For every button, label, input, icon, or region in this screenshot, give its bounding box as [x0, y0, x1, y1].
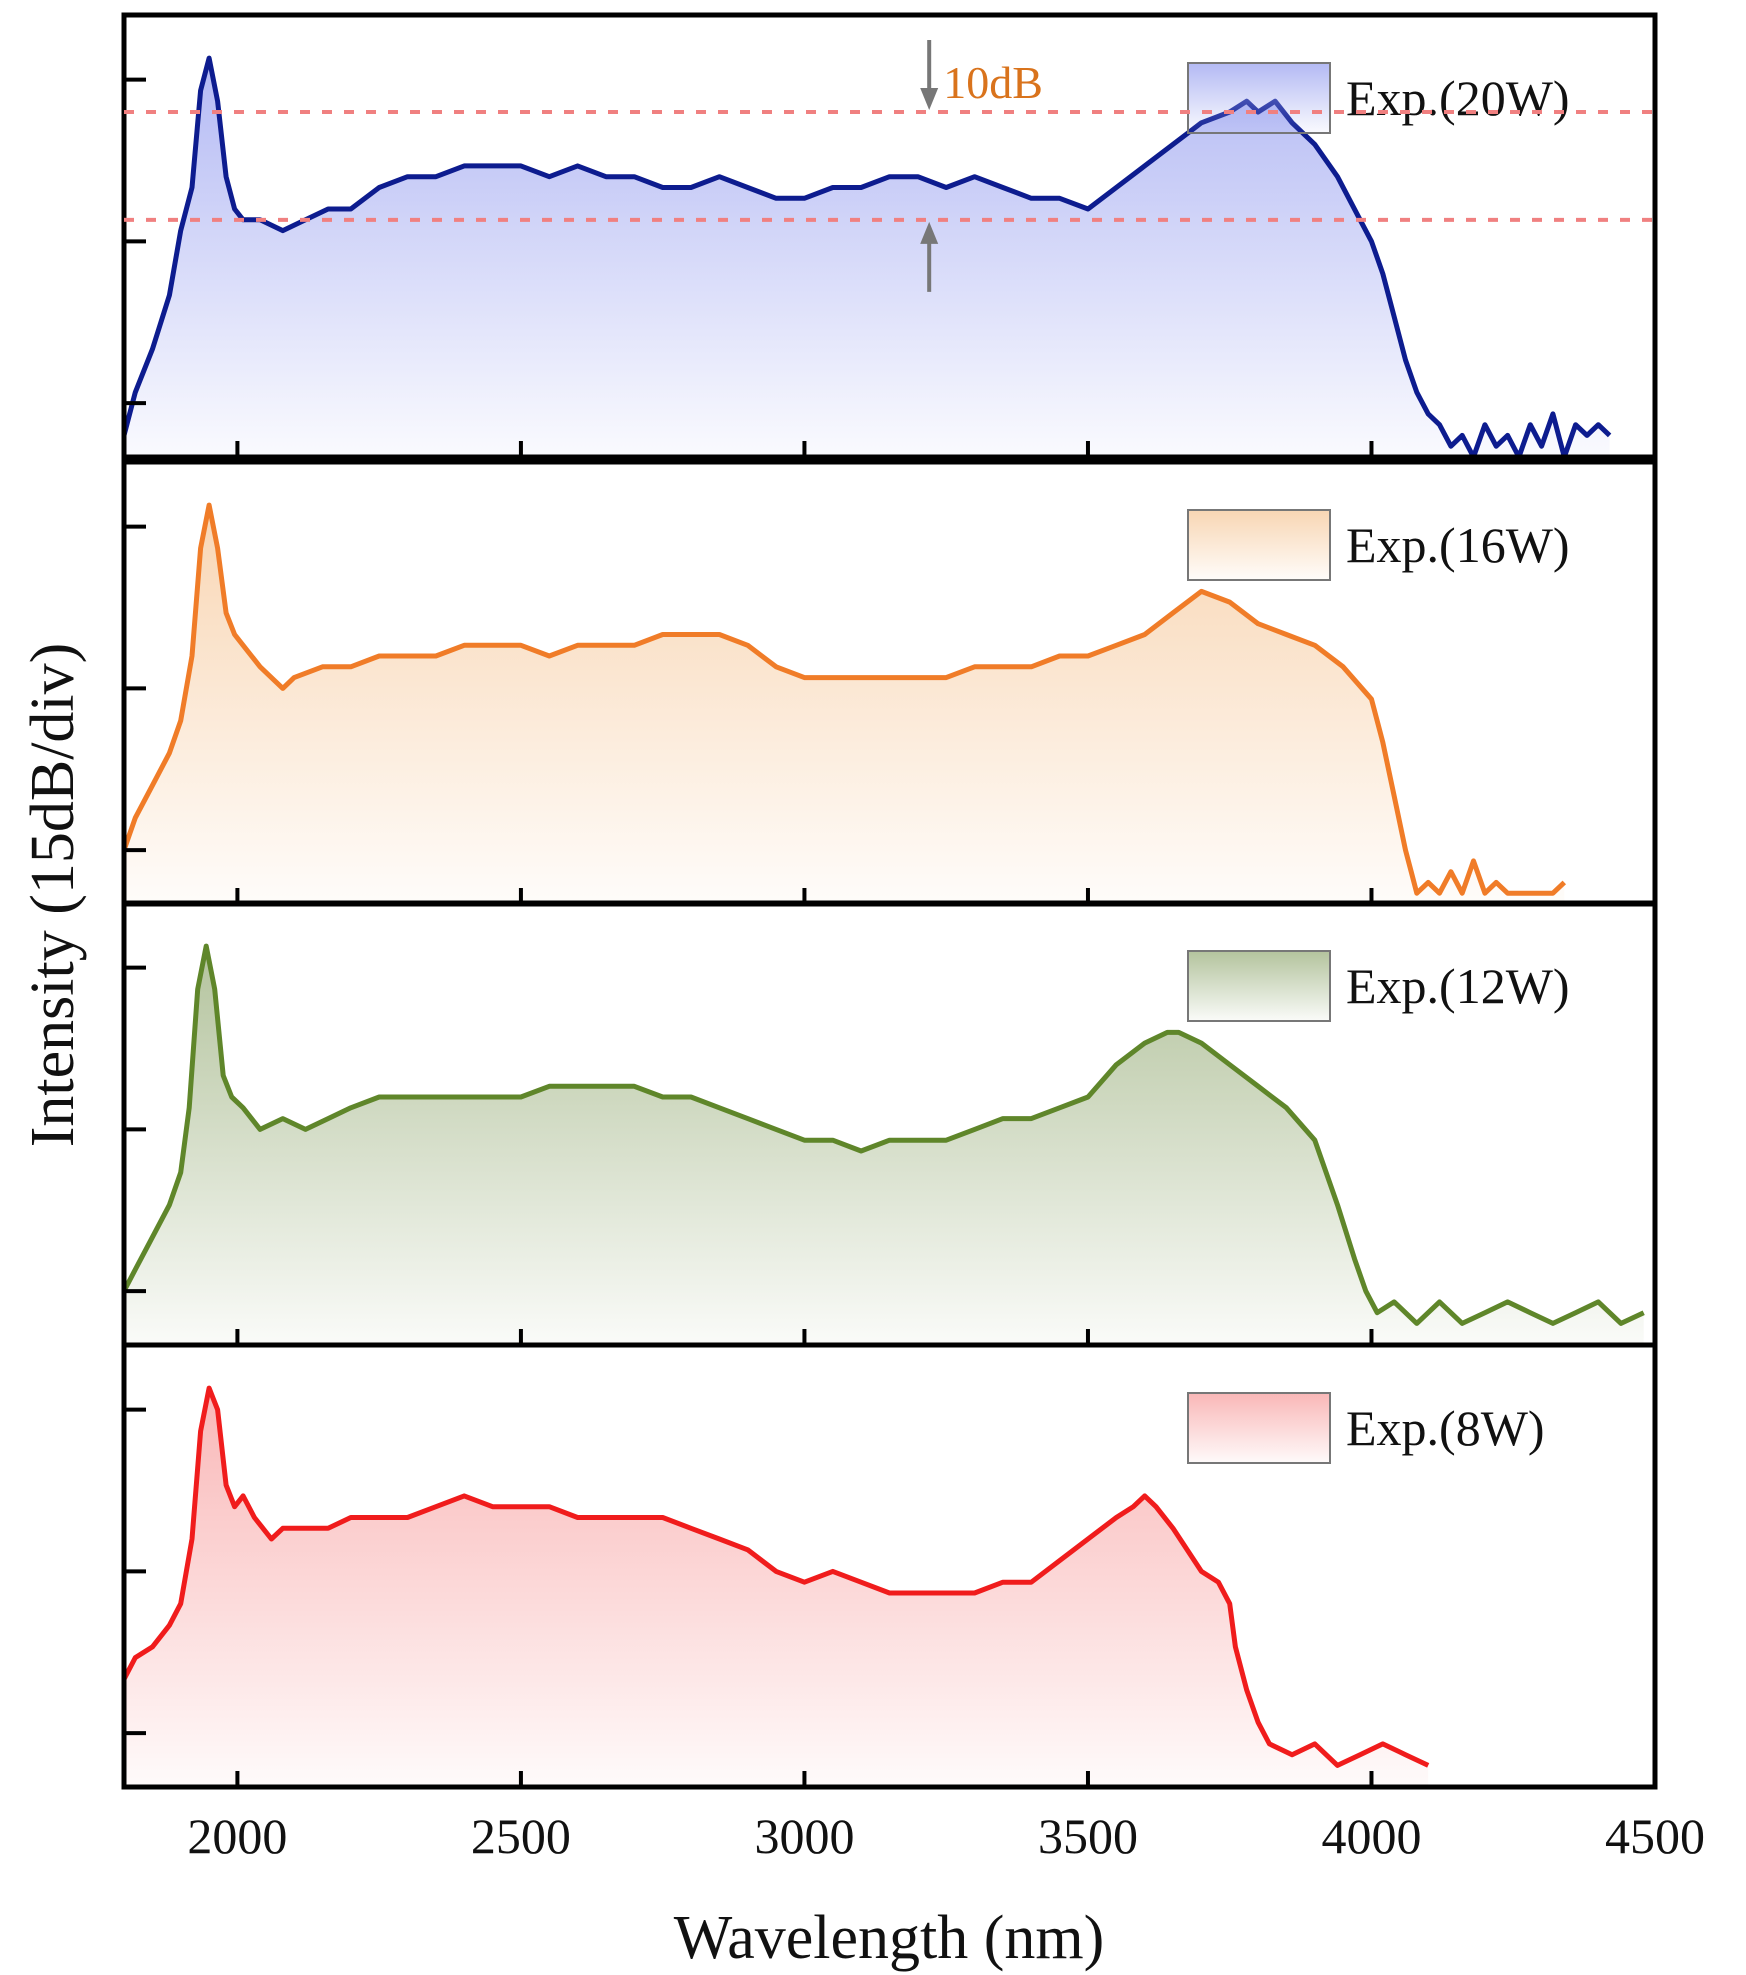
- up-arrow-head: [920, 221, 939, 244]
- series-area-2: [124, 505, 1565, 904]
- series-area-3: [124, 946, 1644, 1345]
- y-axis-title: Intensity (15dB/div): [19, 643, 87, 1148]
- legend-2: Exp.(16W): [1187, 509, 1570, 581]
- panel-4: Exp.(8W): [121, 1342, 1658, 1790]
- legend-swatch-4: [1187, 1392, 1331, 1464]
- series-area-4: [124, 1388, 1429, 1787]
- panel-2: Exp.(16W): [121, 459, 1658, 907]
- legend-swatch-3: [1187, 950, 1331, 1022]
- x-tick-label-6: 4500: [1605, 1808, 1705, 1864]
- panel-3: Exp.(12W): [121, 900, 1658, 1348]
- x-tick-label-5: 4000: [1321, 1808, 1421, 1864]
- legend-swatch-2: [1187, 509, 1331, 581]
- annotation-10db: 10dB: [943, 57, 1043, 108]
- x-tick-label-2: 2500: [471, 1808, 571, 1864]
- legend-label-1: Exp.(20W): [1346, 70, 1570, 126]
- panel-1: Exp.(20W): [121, 12, 1658, 460]
- x-tick-label-3: 3000: [754, 1808, 854, 1864]
- x-tick-label-4: 3500: [1038, 1808, 1138, 1864]
- panel-frame-1: [121, 12, 1658, 460]
- series-line-3: [124, 943, 1645, 1326]
- panels-layer: Exp.(20W) Exp.(16W) Exp.(12W) Exp.(8W): [121, 12, 1658, 1790]
- legend-4: Exp.(8W): [1187, 1392, 1545, 1464]
- series-line-4: [124, 1385, 1430, 1768]
- x-tick-label-1: 2000: [187, 1808, 287, 1864]
- series-line-2: [124, 502, 1567, 896]
- legend-label-2: Exp.(16W): [1346, 517, 1570, 573]
- panel-frame-4: [121, 1342, 1658, 1790]
- annotation-layer: 10dB: [124, 40, 1655, 292]
- series-line-1: [124, 55, 1612, 460]
- down-arrow-head: [920, 88, 939, 111]
- legend-1: Exp.(20W): [1187, 62, 1570, 134]
- legend-swatch-1: [1187, 62, 1331, 134]
- legend-label-4: Exp.(8W): [1346, 1400, 1545, 1456]
- x-axis-title: Wavelength (nm): [674, 1904, 1105, 1972]
- legend-label-3: Exp.(12W): [1346, 958, 1570, 1014]
- series-area-1: [124, 58, 1610, 457]
- axis-layer: 2000 2500 3000 3500 4000 4500: [187, 1808, 1705, 1864]
- legend-3: Exp.(12W): [1187, 950, 1570, 1022]
